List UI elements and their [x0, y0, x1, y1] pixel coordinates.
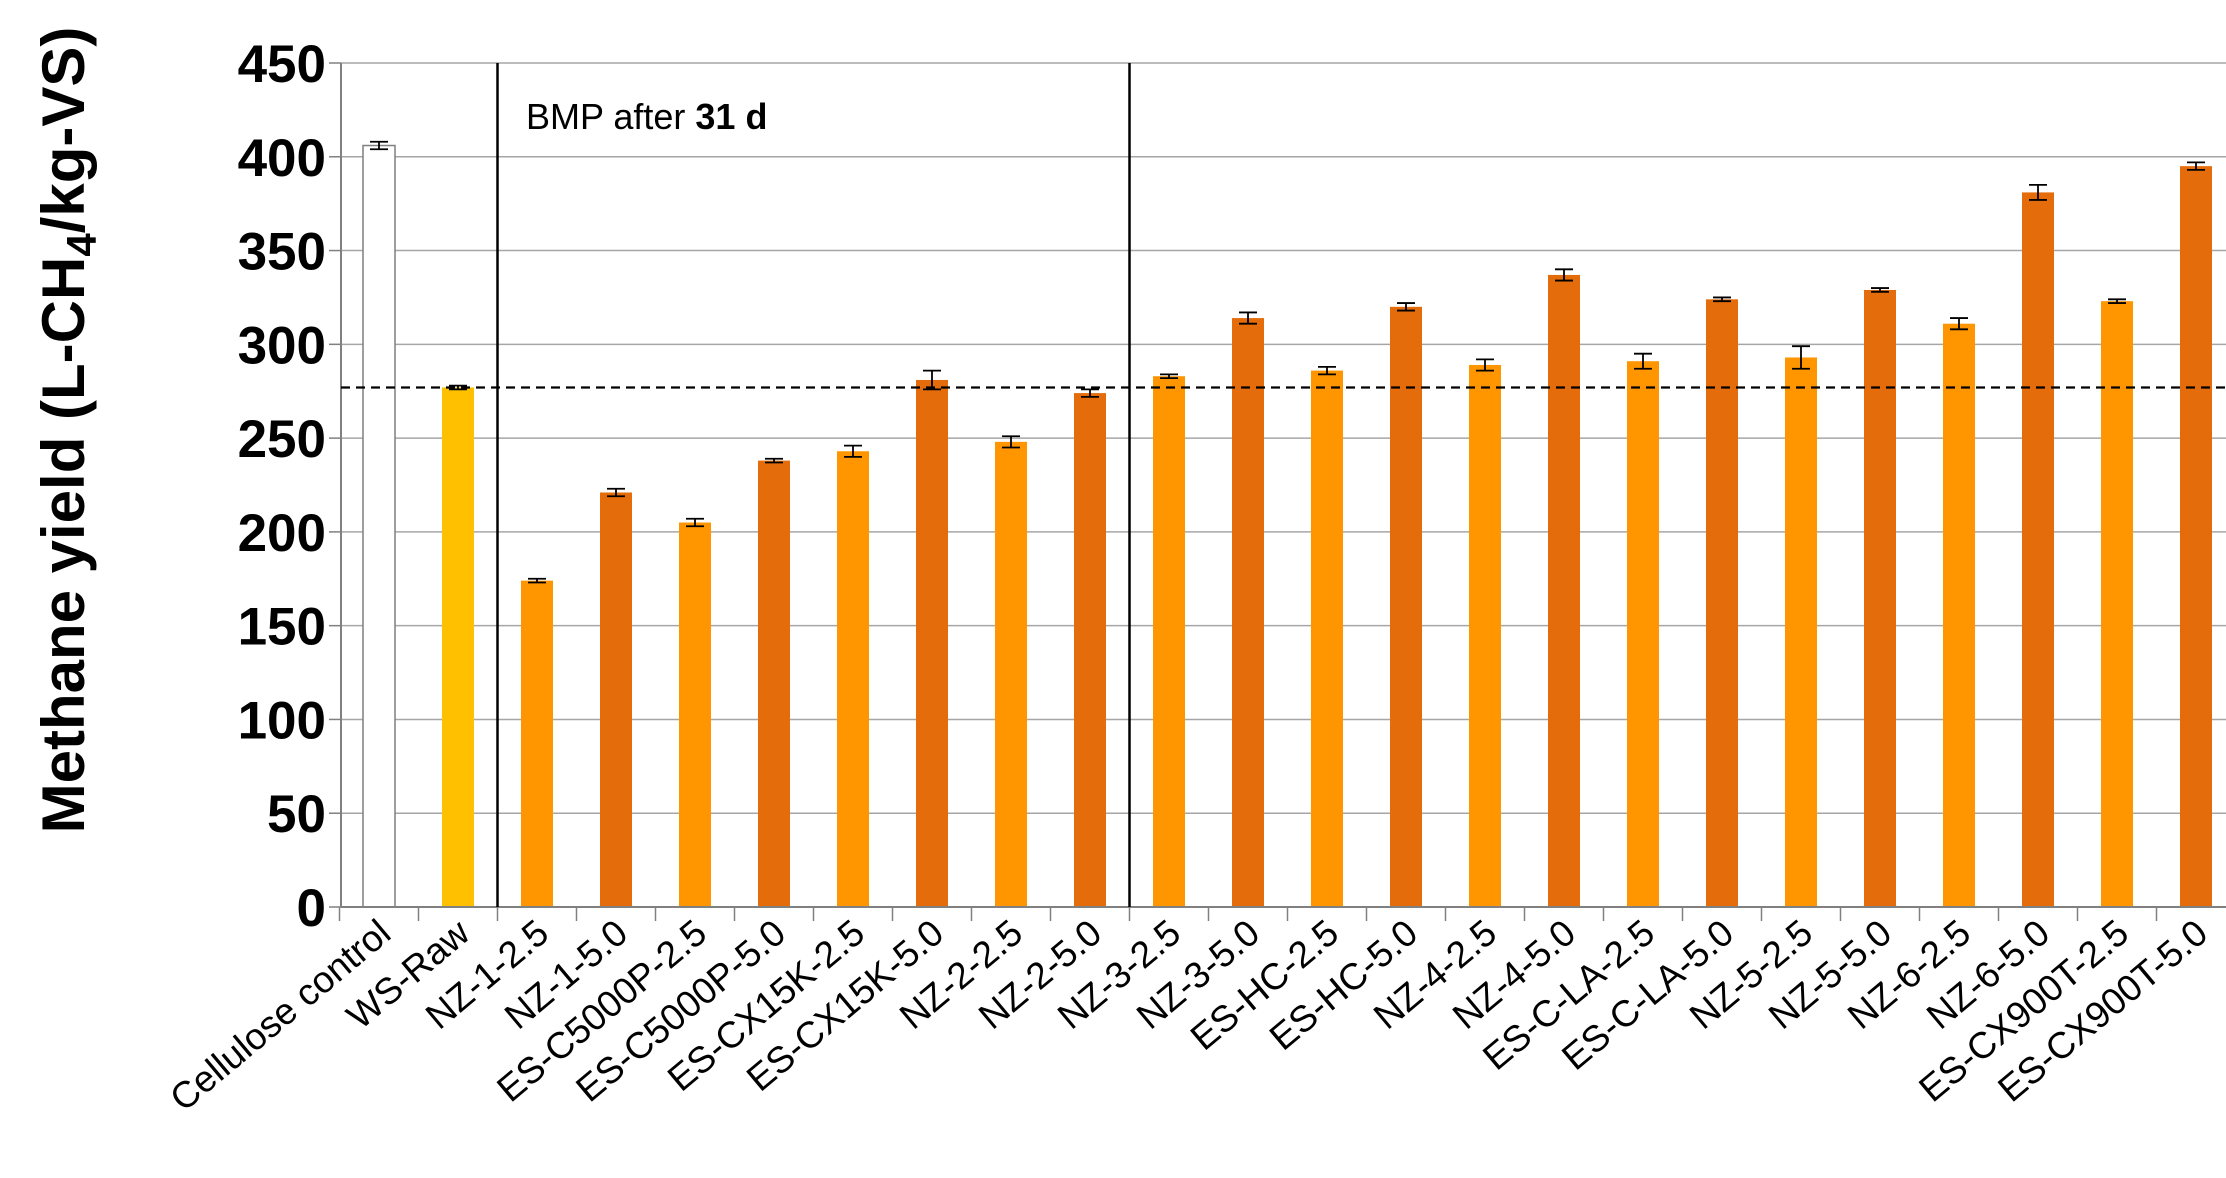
- bar-ES-CX900T-5.0: [2180, 166, 2212, 908]
- y-tick-label: 200: [238, 504, 326, 563]
- bar-ES-C-LA-2.5: [1627, 361, 1659, 907]
- y-tick-labels: 0 50 100 150 200 250 300 350 400 450: [238, 35, 326, 938]
- y-tick-label: 300: [238, 316, 326, 375]
- y-axis-label: Methane yield (L-CH4/kg-VS): [30, 27, 105, 834]
- bar-Cellulose control: [362, 144, 396, 908]
- y-tick-label: 100: [238, 691, 326, 750]
- bar-NZ-5-2.5: [1785, 357, 1817, 907]
- bar-NZ-3-5.0: [1232, 318, 1264, 907]
- bmp-annotation: BMP after 31 d: [526, 96, 767, 137]
- bar-ES-C5000P-5.0: [758, 460, 790, 907]
- bar-ES-C5000P-2.5: [679, 522, 711, 907]
- y-tick-label: 50: [267, 785, 326, 844]
- y-axis-label-part-1: Methane yield (L-CH: [30, 257, 97, 834]
- bar-NZ-5-5.0: [1864, 289, 1896, 907]
- bar-ES-HC-2.5: [1311, 370, 1343, 907]
- y-axis-label-part-2: /kg-VS): [30, 27, 97, 234]
- bar-ES-CX15K-5.0: [916, 379, 948, 908]
- bars: [362, 144, 2212, 908]
- bmp-annotation-days: 31 d: [695, 96, 767, 137]
- bar-NZ-1-2.5: [521, 580, 553, 907]
- y-tick-label: 0: [297, 879, 326, 938]
- bar-ES-C-LA-5.0: [1706, 299, 1738, 907]
- bar-NZ-1-5.0: [600, 492, 632, 907]
- bar-ES-CX900T-2.5: [2101, 301, 2133, 907]
- y-tick-label: 250: [238, 410, 326, 469]
- bar-ES-CX15K-2.5: [837, 451, 869, 907]
- bmp-annotation-text: BMP after: [526, 96, 695, 137]
- y-tick-label: 150: [238, 598, 326, 657]
- bar-NZ-2-5.0: [1074, 393, 1106, 907]
- y-tick-label: 450: [238, 35, 326, 94]
- bar-NZ-4-2.5: [1469, 364, 1501, 907]
- bar-NZ-6-5.0: [2022, 192, 2054, 907]
- axes: [329, 62, 2226, 921]
- bar-NZ-3-2.5: [1153, 376, 1185, 907]
- error-bars: [370, 140, 2205, 584]
- y-tick-label: 350: [238, 223, 326, 282]
- bar-NZ-4-5.0: [1548, 274, 1580, 908]
- y-axis-label-subscript: 4: [58, 233, 105, 257]
- bar-WS-Raw: [442, 387, 474, 908]
- x-tick-labels: Cellulose controlWS-RawNZ-1-2.5NZ-1-5.0E…: [162, 912, 2215, 1119]
- bar-NZ-2-2.5: [995, 441, 1027, 907]
- gridlines: [341, 62, 2226, 814]
- bar-ES-HC-5.0: [1390, 306, 1422, 907]
- bar-NZ-6-2.5: [1943, 323, 1975, 907]
- y-tick-label: 400: [238, 129, 326, 188]
